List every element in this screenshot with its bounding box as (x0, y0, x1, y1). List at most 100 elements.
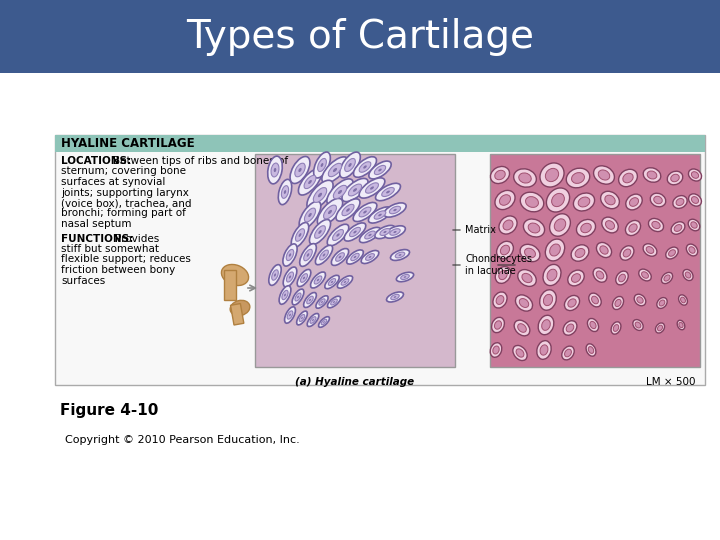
Ellipse shape (359, 207, 371, 217)
Ellipse shape (516, 349, 524, 357)
Ellipse shape (354, 157, 377, 177)
Ellipse shape (642, 272, 649, 278)
Text: surfaces at synovial: surfaces at synovial (61, 177, 166, 187)
Ellipse shape (673, 195, 687, 208)
Ellipse shape (378, 168, 382, 171)
Ellipse shape (323, 253, 325, 256)
Ellipse shape (336, 199, 360, 221)
Ellipse shape (287, 249, 294, 261)
Ellipse shape (365, 231, 375, 239)
Ellipse shape (328, 163, 342, 177)
Ellipse shape (493, 292, 507, 308)
Ellipse shape (577, 219, 595, 237)
Ellipse shape (349, 227, 361, 237)
Ellipse shape (328, 279, 336, 286)
Ellipse shape (342, 204, 354, 215)
Ellipse shape (269, 265, 282, 285)
Ellipse shape (572, 274, 580, 282)
Ellipse shape (298, 169, 322, 195)
Ellipse shape (568, 270, 584, 286)
Ellipse shape (298, 168, 302, 172)
Ellipse shape (626, 194, 642, 210)
Ellipse shape (691, 197, 698, 204)
Ellipse shape (346, 250, 364, 264)
Ellipse shape (650, 193, 666, 207)
Ellipse shape (563, 321, 577, 335)
Ellipse shape (363, 211, 366, 213)
Ellipse shape (380, 228, 390, 235)
Ellipse shape (321, 301, 323, 303)
Ellipse shape (538, 315, 554, 335)
Ellipse shape (299, 233, 302, 237)
Ellipse shape (359, 227, 380, 242)
Ellipse shape (351, 253, 359, 261)
Ellipse shape (495, 321, 502, 329)
Ellipse shape (338, 190, 342, 194)
Ellipse shape (318, 158, 326, 172)
Ellipse shape (307, 296, 313, 304)
Ellipse shape (378, 214, 382, 217)
Ellipse shape (318, 193, 322, 197)
Text: HYALINE CARTILAGE: HYALINE CARTILAGE (61, 137, 194, 150)
Text: (a) Hyaline cartilage: (a) Hyaline cartilage (295, 377, 415, 387)
Ellipse shape (283, 244, 297, 266)
Ellipse shape (688, 219, 700, 231)
Ellipse shape (331, 281, 333, 283)
Ellipse shape (686, 244, 698, 256)
Ellipse shape (605, 195, 615, 205)
Ellipse shape (652, 221, 660, 228)
Ellipse shape (537, 341, 552, 359)
Ellipse shape (292, 222, 309, 247)
Ellipse shape (404, 276, 406, 278)
Ellipse shape (566, 324, 574, 332)
Ellipse shape (523, 219, 544, 237)
Ellipse shape (318, 198, 343, 226)
Ellipse shape (503, 220, 513, 230)
Ellipse shape (295, 293, 301, 301)
Ellipse shape (348, 184, 361, 196)
Ellipse shape (568, 299, 576, 307)
Ellipse shape (624, 249, 631, 257)
Ellipse shape (386, 191, 390, 193)
Ellipse shape (520, 244, 540, 262)
Ellipse shape (528, 223, 540, 233)
Ellipse shape (393, 209, 397, 211)
Ellipse shape (495, 191, 515, 210)
Ellipse shape (310, 316, 316, 323)
Ellipse shape (283, 267, 297, 287)
Bar (230, 303, 244, 325)
Ellipse shape (327, 179, 353, 205)
Ellipse shape (300, 274, 307, 282)
Ellipse shape (588, 319, 598, 332)
Ellipse shape (300, 201, 321, 229)
Text: Matrix: Matrix (465, 225, 496, 235)
Ellipse shape (540, 290, 557, 310)
Ellipse shape (593, 166, 614, 184)
Ellipse shape (636, 297, 643, 303)
Text: surfaces: surfaces (61, 275, 105, 286)
Ellipse shape (634, 294, 646, 306)
Ellipse shape (369, 161, 391, 179)
Ellipse shape (370, 186, 374, 190)
Ellipse shape (564, 349, 572, 357)
Ellipse shape (596, 271, 604, 279)
Ellipse shape (664, 275, 670, 281)
Ellipse shape (596, 242, 611, 258)
Ellipse shape (598, 170, 610, 180)
Ellipse shape (391, 294, 400, 300)
Ellipse shape (336, 233, 340, 237)
Ellipse shape (314, 276, 322, 284)
Ellipse shape (387, 292, 403, 302)
Ellipse shape (666, 247, 678, 259)
Ellipse shape (384, 231, 387, 233)
Ellipse shape (354, 231, 356, 233)
Ellipse shape (522, 273, 532, 282)
Ellipse shape (674, 225, 682, 232)
Ellipse shape (361, 251, 379, 264)
Ellipse shape (307, 253, 310, 256)
Ellipse shape (543, 265, 561, 286)
Ellipse shape (366, 254, 374, 260)
Ellipse shape (375, 225, 395, 239)
Text: Chondrocytes
in lacunae: Chondrocytes in lacunae (465, 254, 532, 276)
Ellipse shape (307, 180, 333, 210)
